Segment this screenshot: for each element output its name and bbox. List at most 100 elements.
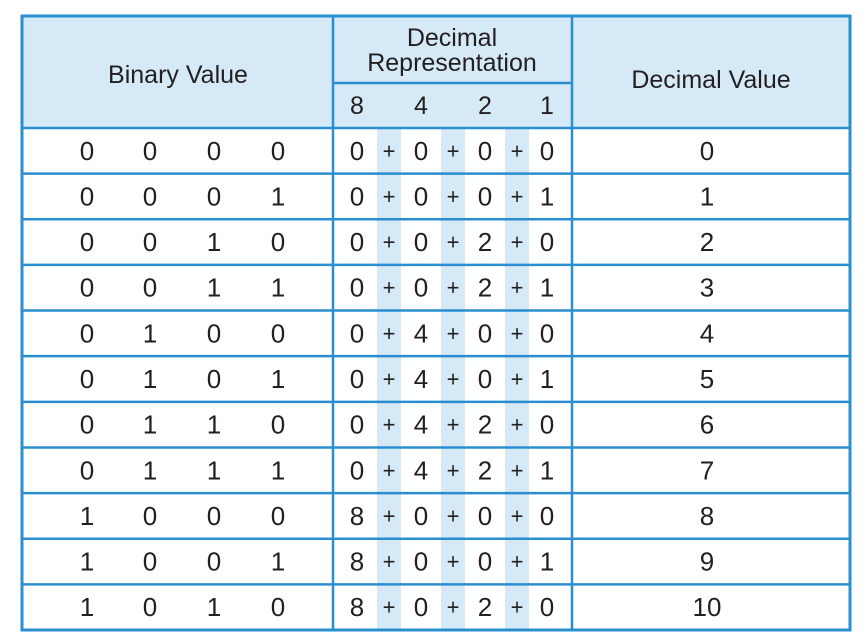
term: 0 bbox=[540, 410, 554, 440]
operator: + bbox=[511, 595, 524, 620]
term: 0 bbox=[350, 181, 364, 211]
term: 0 bbox=[478, 318, 492, 348]
decimal-value: 8 bbox=[700, 501, 714, 531]
operator: + bbox=[511, 275, 524, 300]
bit: 1 bbox=[80, 547, 94, 577]
bit: 1 bbox=[271, 455, 285, 485]
operator: + bbox=[447, 595, 460, 620]
bit: 0 bbox=[207, 318, 221, 348]
operator: + bbox=[383, 595, 396, 620]
term: 0 bbox=[350, 364, 364, 394]
term: 0 bbox=[414, 273, 428, 303]
term: 8 bbox=[350, 592, 364, 622]
term: 0 bbox=[478, 364, 492, 394]
bit: 0 bbox=[143, 181, 157, 211]
term: 0 bbox=[478, 136, 492, 166]
bit: 0 bbox=[80, 136, 94, 166]
bit: 0 bbox=[80, 364, 94, 394]
operator: + bbox=[383, 138, 396, 163]
operator: + bbox=[511, 549, 524, 574]
operator: + bbox=[383, 275, 396, 300]
bit: 0 bbox=[143, 136, 157, 166]
operator: + bbox=[511, 503, 524, 528]
operator: + bbox=[383, 458, 396, 483]
term: 0 bbox=[414, 136, 428, 166]
term: 1 bbox=[540, 181, 554, 211]
operator: + bbox=[383, 367, 396, 392]
term: 4 bbox=[414, 455, 428, 485]
bit: 0 bbox=[80, 181, 94, 211]
decimal-value: 4 bbox=[700, 318, 714, 348]
operator: + bbox=[511, 184, 524, 209]
term: 0 bbox=[414, 501, 428, 531]
operator: + bbox=[447, 458, 460, 483]
weight-label: 8 bbox=[350, 92, 364, 120]
bit: 0 bbox=[143, 501, 157, 531]
term: 1 bbox=[540, 273, 554, 303]
term: 0 bbox=[414, 547, 428, 577]
term: 0 bbox=[350, 136, 364, 166]
term: 4 bbox=[414, 318, 428, 348]
term: 0 bbox=[350, 410, 364, 440]
term: 0 bbox=[414, 592, 428, 622]
term: 0 bbox=[540, 501, 554, 531]
operator: + bbox=[383, 321, 396, 346]
bit: 0 bbox=[207, 181, 221, 211]
term: 0 bbox=[414, 227, 428, 257]
term: 0 bbox=[478, 501, 492, 531]
representation-header: Decimal bbox=[407, 24, 497, 52]
header-background bbox=[22, 16, 850, 128]
operator: + bbox=[447, 230, 460, 255]
term: 0 bbox=[540, 136, 554, 166]
weight-label: 4 bbox=[414, 92, 428, 120]
term: 1 bbox=[540, 547, 554, 577]
term: 0 bbox=[478, 181, 492, 211]
decimal-header: Decimal Value bbox=[631, 66, 790, 94]
bit: 0 bbox=[80, 318, 94, 348]
term: 0 bbox=[540, 592, 554, 622]
table-border bbox=[20, 14, 852, 632]
term: 4 bbox=[414, 410, 428, 440]
bit: 0 bbox=[271, 410, 285, 440]
bit: 1 bbox=[143, 318, 157, 348]
term: 0 bbox=[414, 181, 428, 211]
term: 0 bbox=[350, 455, 364, 485]
term: 0 bbox=[350, 227, 364, 257]
operator: + bbox=[383, 549, 396, 574]
bit: 0 bbox=[271, 501, 285, 531]
operator-strip bbox=[441, 128, 465, 630]
bit: 1 bbox=[271, 547, 285, 577]
operator: + bbox=[511, 367, 524, 392]
operator-strip bbox=[377, 128, 401, 630]
bit: 1 bbox=[143, 410, 157, 440]
decimal-value: 7 bbox=[700, 455, 714, 485]
weight-label: 1 bbox=[540, 92, 554, 120]
bit: 0 bbox=[207, 136, 221, 166]
term: 2 bbox=[478, 410, 492, 440]
bit: 0 bbox=[271, 318, 285, 348]
bit: 0 bbox=[271, 227, 285, 257]
bit: 0 bbox=[271, 136, 285, 166]
weight-label: 2 bbox=[478, 92, 492, 120]
decimal-value: 9 bbox=[700, 547, 714, 577]
term: 4 bbox=[414, 364, 428, 394]
term: 0 bbox=[540, 318, 554, 348]
term: 2 bbox=[478, 592, 492, 622]
bit: 0 bbox=[143, 227, 157, 257]
operator: + bbox=[511, 458, 524, 483]
bit: 1 bbox=[207, 227, 221, 257]
bit: 0 bbox=[271, 592, 285, 622]
operator-strip bbox=[505, 128, 529, 630]
term: 8 bbox=[350, 547, 364, 577]
operator: + bbox=[383, 230, 396, 255]
bit: 0 bbox=[143, 592, 157, 622]
operator: + bbox=[383, 412, 396, 437]
operator: + bbox=[447, 184, 460, 209]
term: 1 bbox=[540, 364, 554, 394]
bit: 1 bbox=[271, 273, 285, 303]
bit: 1 bbox=[207, 410, 221, 440]
operator: + bbox=[511, 230, 524, 255]
bit: 0 bbox=[80, 273, 94, 303]
bit: 1 bbox=[80, 592, 94, 622]
